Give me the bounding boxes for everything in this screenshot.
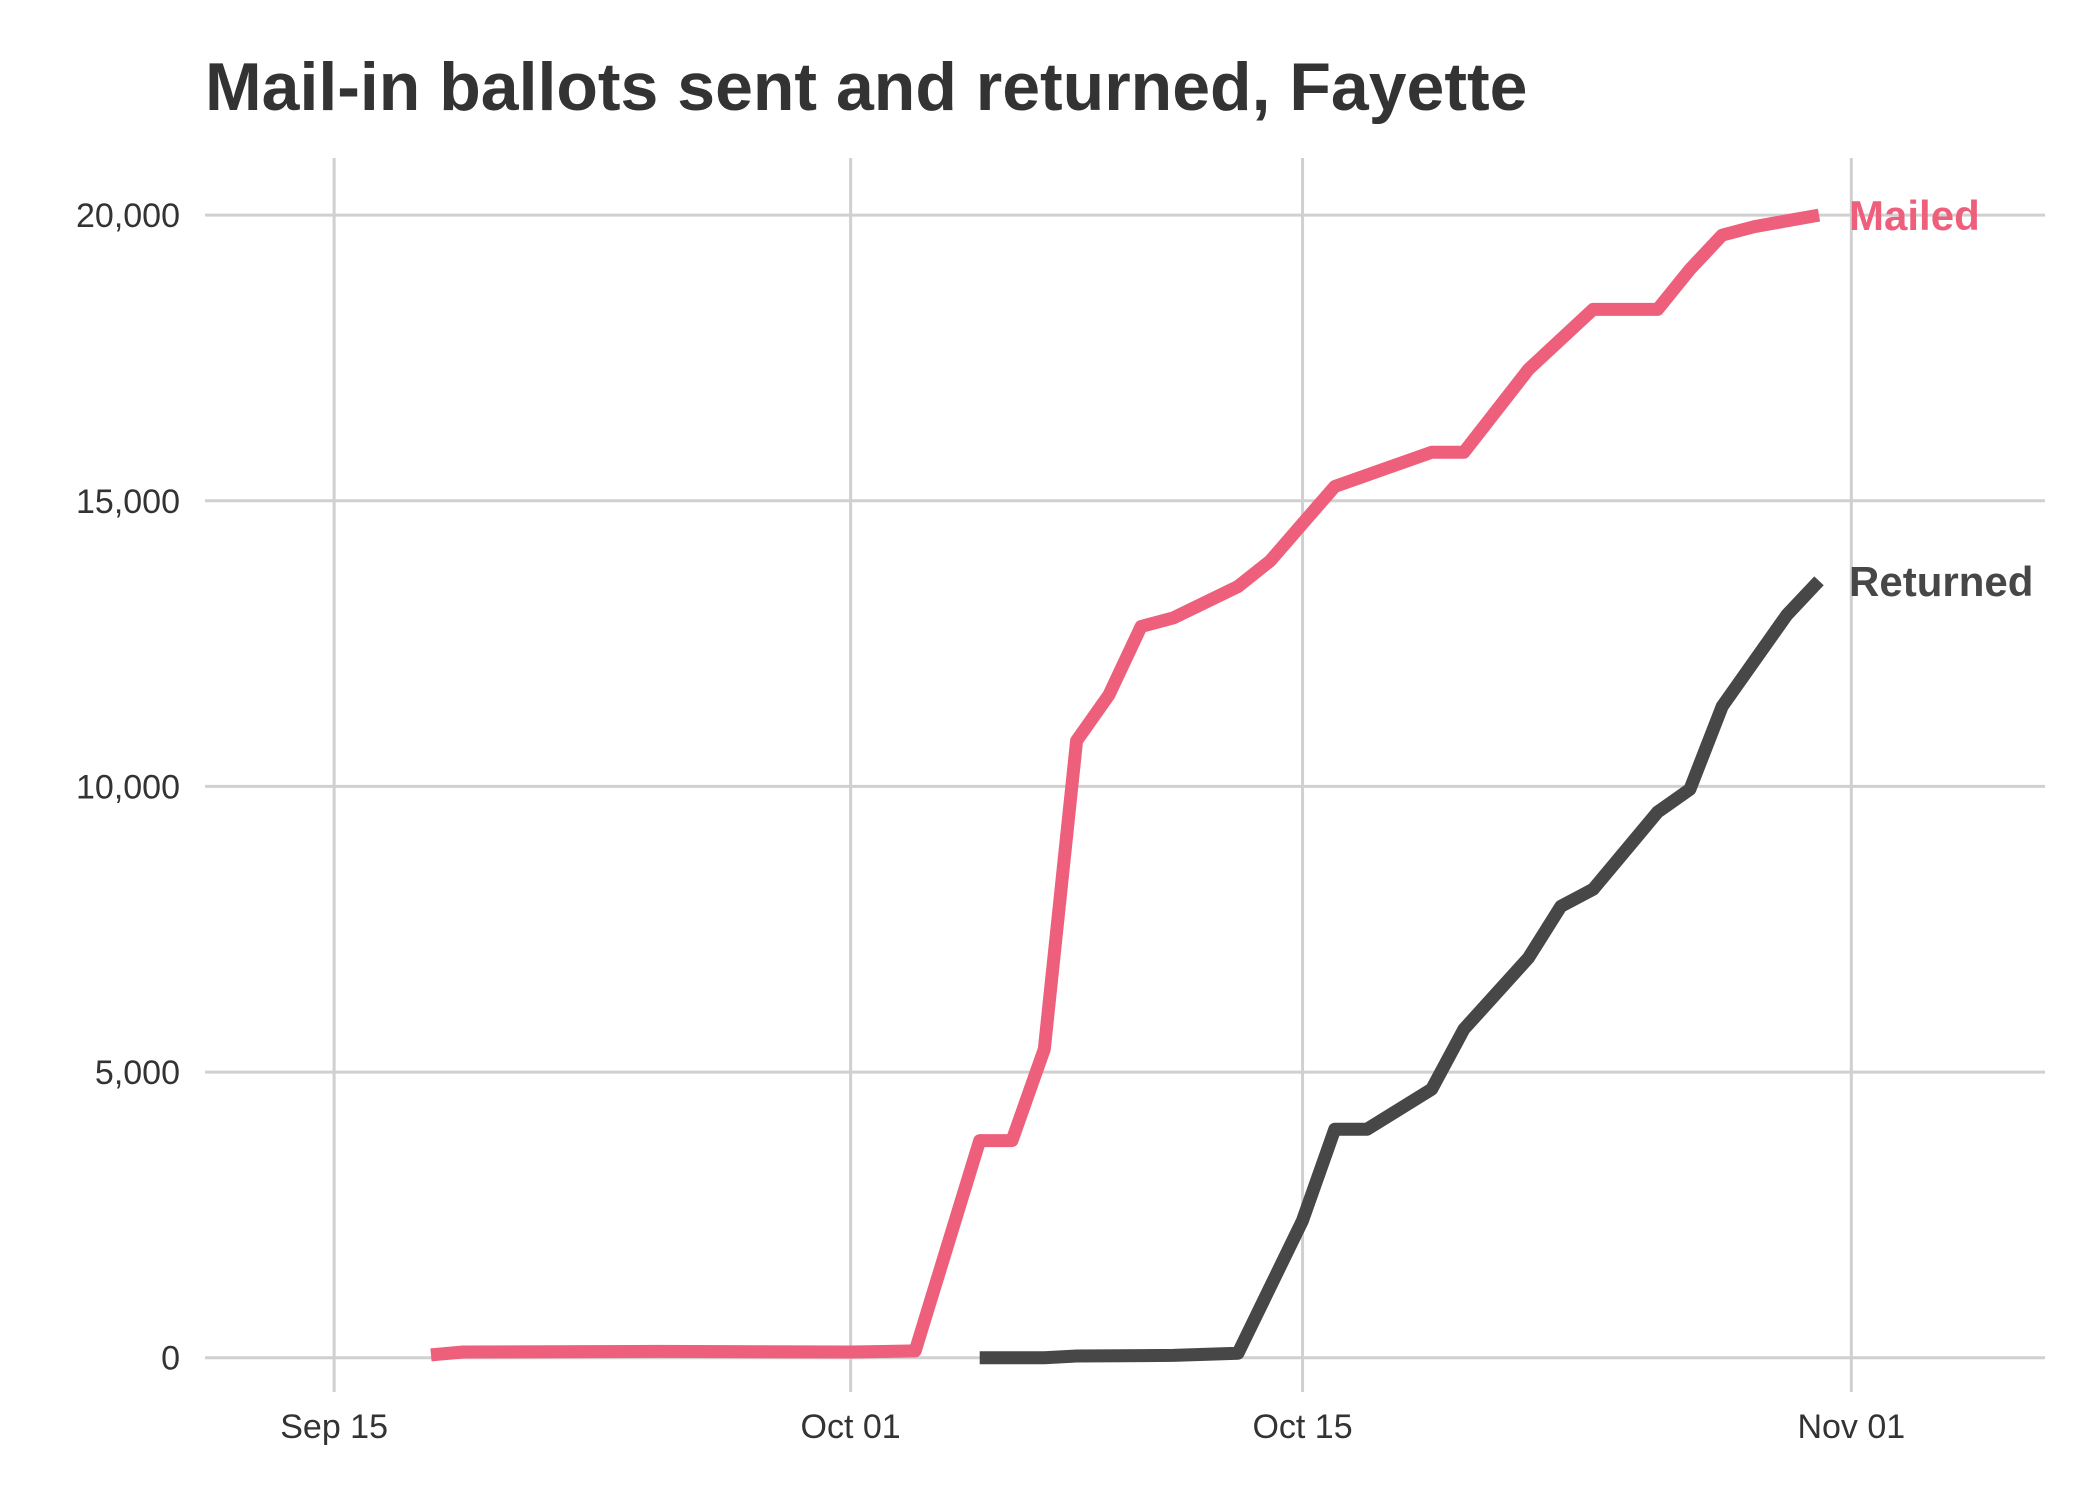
y-tick-label: 5,000	[95, 1054, 180, 1092]
y-tick-label: 10,000	[76, 768, 180, 806]
series-label-returned: Returned	[1849, 558, 2033, 605]
x-tick-label: Nov 01	[1797, 1408, 1905, 1446]
x-tick-label: Oct 15	[1252, 1408, 1352, 1446]
series-label-mailed: Mailed	[1849, 192, 1980, 239]
x-tick-label: Sep 15	[280, 1408, 388, 1446]
tick-labels: 0 5,000 10,000 15,000 20,000 Sep 15 Oct 01 Oct …	[76, 192, 2033, 1446]
gridlines	[205, 158, 2045, 1392]
x-tick-label: Oct 01	[801, 1408, 901, 1446]
y-tick-label: 15,000	[76, 483, 180, 521]
y-tick-label: 20,000	[76, 197, 180, 235]
y-tick-label: 0	[161, 1340, 180, 1378]
